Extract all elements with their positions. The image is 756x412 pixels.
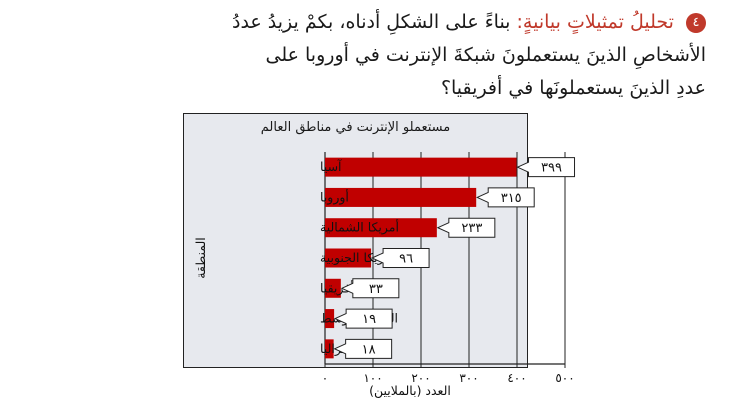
question-line-1: بناءً على الشكلِ أدناه، بكمْ يزيدُ عددُ [231, 11, 511, 33]
value-label: ٣٩٩ [541, 161, 562, 176]
value-callout [340, 278, 400, 299]
bar [325, 248, 372, 268]
value-label: ١٩ [362, 312, 376, 327]
x-tick-label: ٢٠٠ [411, 371, 430, 385]
value-label: ٣١٥ [501, 191, 522, 206]
chart-panel: مستعملو الإنترنت في مناطق العالم [183, 113, 528, 368]
category-label: أمريكا الجنوبية [320, 249, 395, 266]
x-tick-label: ٠ [322, 371, 328, 385]
bar [325, 309, 335, 329]
x-axis-title: العدد (بالملايين) [369, 383, 451, 399]
bar [325, 187, 477, 207]
bar [325, 157, 517, 177]
value-callout [475, 187, 535, 208]
value-label: ٢٣٣ [461, 221, 482, 236]
category-label: أوروبا [320, 188, 349, 205]
value-label: ١٨ [362, 342, 376, 357]
question-heading: تحليلُ تمثيلاتٍ بيانيةٍ: [516, 11, 674, 33]
value-callout [370, 248, 430, 268]
x-tick-label: ٣٠٠ [459, 371, 478, 385]
value-callout [436, 217, 496, 238]
bar [325, 339, 334, 359]
y-axis-title: المنطقة [193, 237, 208, 279]
value-label: ٩٦ [399, 252, 413, 267]
bar [325, 218, 437, 238]
question-number-badge: ٤ [686, 13, 706, 33]
bar [325, 278, 341, 298]
category-label: آسيا [320, 159, 342, 174]
category-label: أفريقيا [320, 279, 354, 296]
value-callout [333, 338, 393, 359]
question-line-3: عددِ الذينَ يستعملونَها في أفريقيا؟ [440, 77, 706, 99]
x-tick-label: ٤٠٠ [507, 371, 526, 385]
value-callout [516, 157, 576, 178]
x-tick-label: ٥٠٠ [555, 371, 574, 385]
x-tick-label: ١٠٠ [363, 371, 382, 385]
chart-title: مستعملو الإنترنت في مناطق العالم [260, 120, 451, 135]
question-text: ٤ تحليلُ تمثيلاتٍ بيانيةٍ: بناءً على الش… [46, 6, 706, 105]
category-label: أمريكا الشمالية [320, 219, 399, 236]
value-label: ٣٣ [369, 282, 383, 297]
value-callout [333, 308, 393, 329]
question-line-2: الأشخاصِ الذينَ يستعملونَ شبكةَ الإنترنت… [265, 44, 706, 66]
